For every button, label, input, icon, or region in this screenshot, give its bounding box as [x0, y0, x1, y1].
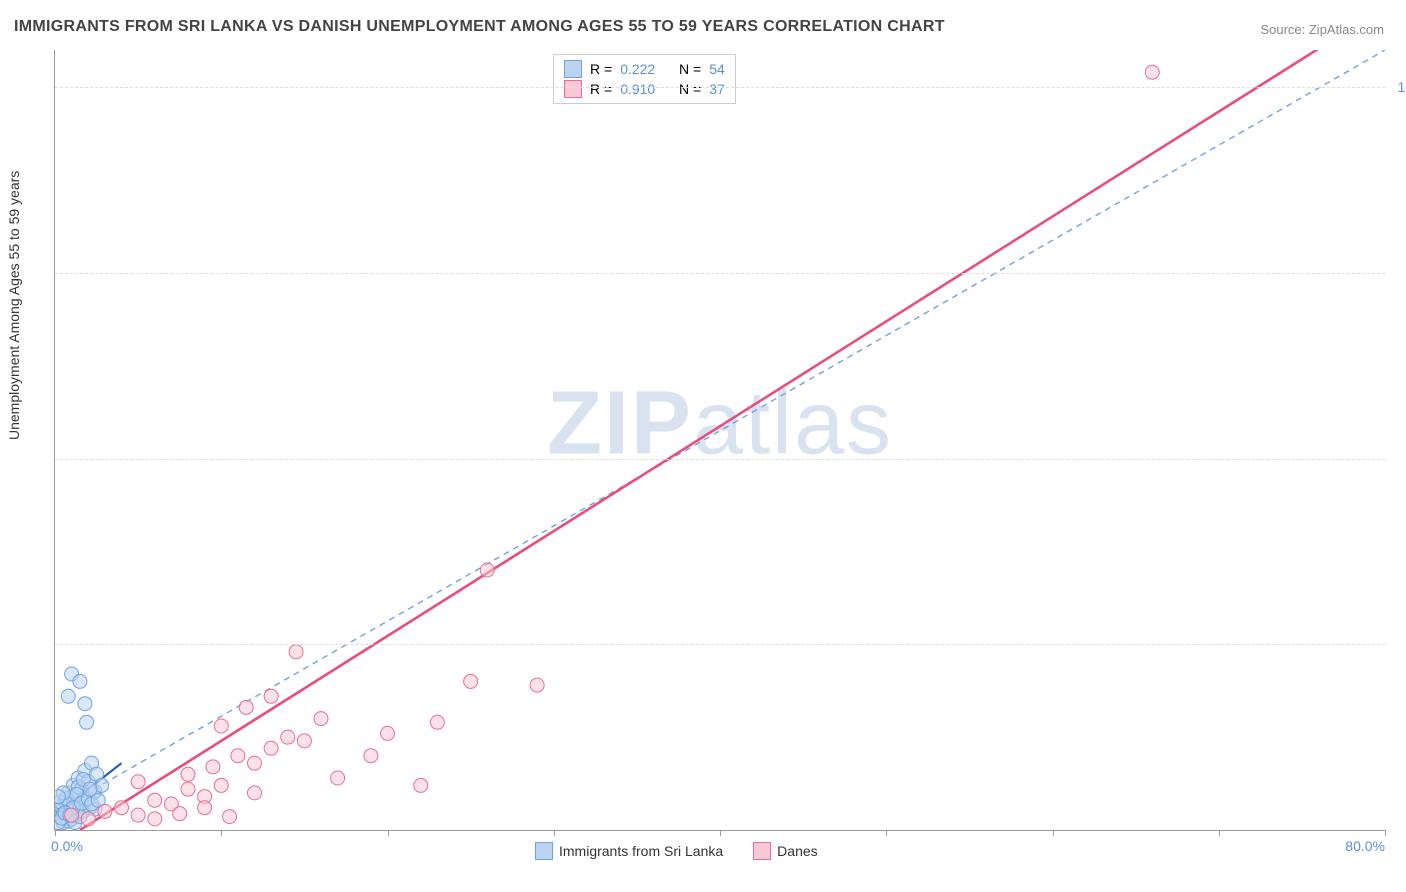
- x-tick-label: 80.0%: [1345, 838, 1385, 854]
- x-tick: [720, 830, 721, 836]
- x-tick: [55, 830, 56, 836]
- x-tick: [1219, 830, 1220, 836]
- y-tick-label: 50.0%: [1390, 451, 1406, 467]
- x-tick: [554, 830, 555, 836]
- gridline-h: [55, 644, 1385, 645]
- gridline-h: [55, 87, 1385, 88]
- legend-label-2: Danes: [777, 843, 817, 859]
- scatter-svg: [55, 50, 1385, 830]
- source-name: ZipAtlas.com: [1309, 22, 1384, 37]
- x-tick-label: 0.0%: [51, 838, 83, 854]
- legend-swatch-pink-bottom: [753, 842, 771, 860]
- x-tick: [221, 830, 222, 836]
- y-axis-label: Unemployment Among Ages 55 to 59 years: [6, 171, 22, 440]
- legend-item-2: Danes: [753, 842, 817, 860]
- chart-plot-area: ZIPatlas R = 0.222 N = 54 R = 0.910 N = …: [54, 50, 1385, 831]
- gridline-h: [55, 273, 1385, 274]
- y-tick-label: 100.0%: [1390, 79, 1406, 95]
- legend-item-1: Immigrants from Sri Lanka: [535, 842, 723, 860]
- y-tick-label: 25.0%: [1390, 636, 1406, 652]
- source-prefix: Source:: [1260, 22, 1308, 37]
- legend-label-1: Immigrants from Sri Lanka: [559, 843, 723, 859]
- source-attribution: Source: ZipAtlas.com: [1260, 22, 1384, 37]
- x-tick: [886, 830, 887, 836]
- y-tick-label: 75.0%: [1390, 265, 1406, 281]
- x-tick: [1385, 830, 1386, 836]
- chart-title: IMMIGRANTS FROM SRI LANKA VS DANISH UNEM…: [14, 18, 945, 36]
- x-tick: [1053, 830, 1054, 836]
- x-tick: [388, 830, 389, 836]
- gridline-h: [55, 459, 1385, 460]
- legend-swatch-blue-bottom: [535, 842, 553, 860]
- series-legend: Immigrants from Sri Lanka Danes: [535, 842, 818, 860]
